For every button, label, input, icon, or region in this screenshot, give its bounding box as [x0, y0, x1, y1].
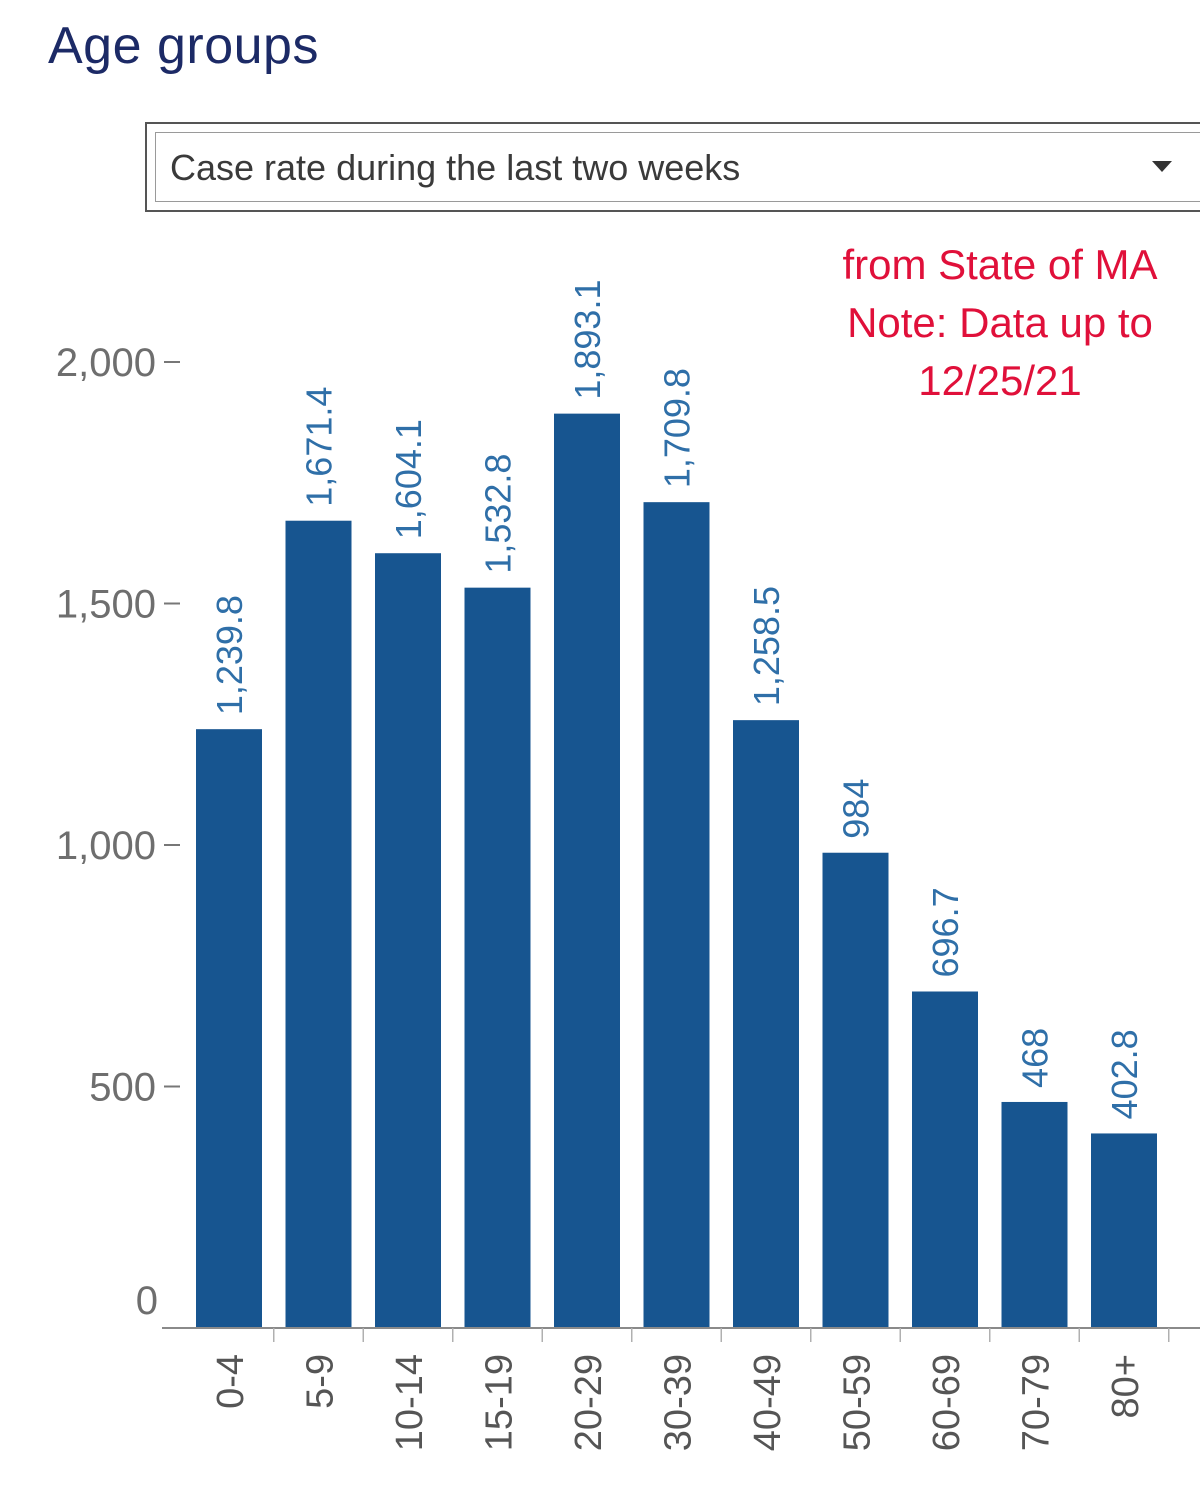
bar-value-labels: 1,239.8 1,671.4 1,604.1 1,532.8 1,893.1 1,709…	[209, 280, 1145, 1120]
x-tick-label: 80+	[1105, 1354, 1147, 1418]
bar-10-14[interactable]	[375, 553, 441, 1328]
bar-5-9[interactable]	[285, 520, 352, 1328]
bar-value-label: 1,671.4	[299, 387, 340, 507]
section-title: Age groups	[48, 17, 319, 75]
bars	[196, 413, 1157, 1328]
bar-value-label: 1,239.8	[209, 595, 250, 715]
x-tick-label: 10-14	[389, 1354, 431, 1451]
bar-40-49[interactable]	[733, 720, 799, 1328]
bar-value-label: 468	[1015, 1028, 1056, 1088]
bar-value-label: 1,709.8	[657, 368, 698, 488]
x-tick-label: 60-69	[926, 1354, 968, 1451]
x-tick-label: 20-29	[568, 1354, 610, 1451]
x-tick-label: 15-19	[479, 1354, 521, 1451]
bar-value-label: 1,532.8	[478, 454, 519, 574]
bar-0-4[interactable]	[196, 729, 262, 1328]
y-tick-label: 1,000	[56, 824, 156, 868]
source-note: from State of MA Note: Data up to 12/25/…	[800, 236, 1200, 410]
bar-70-79[interactable]	[1001, 1101, 1068, 1328]
bar-value-label: 984	[836, 779, 877, 839]
bar-60-69[interactable]	[912, 991, 978, 1328]
x-tick-label: 70-79	[1016, 1354, 1058, 1451]
bar-20-29[interactable]	[554, 413, 620, 1328]
y-tick-label: 500	[89, 1066, 156, 1110]
x-tick-label: 40-49	[747, 1354, 789, 1451]
y-tick-label: 0	[136, 1279, 158, 1323]
source-note-line: from State of MA	[842, 241, 1158, 288]
y-axis: 0 500 1,000 1,500 2,000	[56, 341, 180, 1323]
bar-30-39[interactable]	[643, 502, 710, 1328]
bar-value-label: 696.7	[925, 887, 966, 977]
metric-dropdown-value: Case rate during the last two weeks	[170, 147, 741, 188]
y-tick-label: 1,500	[56, 583, 156, 627]
y-tick-label: 2,000	[56, 341, 156, 385]
x-tick-label: 0-4	[210, 1354, 252, 1409]
bar-value-label: 1,258.5	[746, 586, 787, 706]
bar-15-19[interactable]	[464, 587, 531, 1328]
x-tick-label: 50-59	[837, 1354, 879, 1451]
bar-50-59[interactable]	[822, 852, 889, 1328]
x-tick-label: 30-39	[658, 1354, 700, 1451]
caret-down-icon[interactable]	[1152, 161, 1172, 172]
x-axis: 0-4 5-9 10-14 15-19 20-29 30-39 40-49 50-59 60-6…	[162, 1327, 1200, 1451]
bar-value-label: 1,893.1	[567, 280, 608, 400]
source-note-line: Note: Data up to	[847, 299, 1153, 346]
metric-dropdown-frame: Case rate during the last two weeks	[145, 122, 1200, 212]
source-note-line: 12/25/21	[918, 357, 1082, 404]
bar-value-label: 1,604.1	[388, 419, 429, 539]
bar-80+[interactable]	[1091, 1133, 1157, 1328]
bar-value-label: 402.8	[1104, 1029, 1145, 1119]
metric-dropdown[interactable]: Case rate during the last two weeks	[155, 132, 1200, 202]
x-tick-label: 5-9	[300, 1354, 342, 1409]
